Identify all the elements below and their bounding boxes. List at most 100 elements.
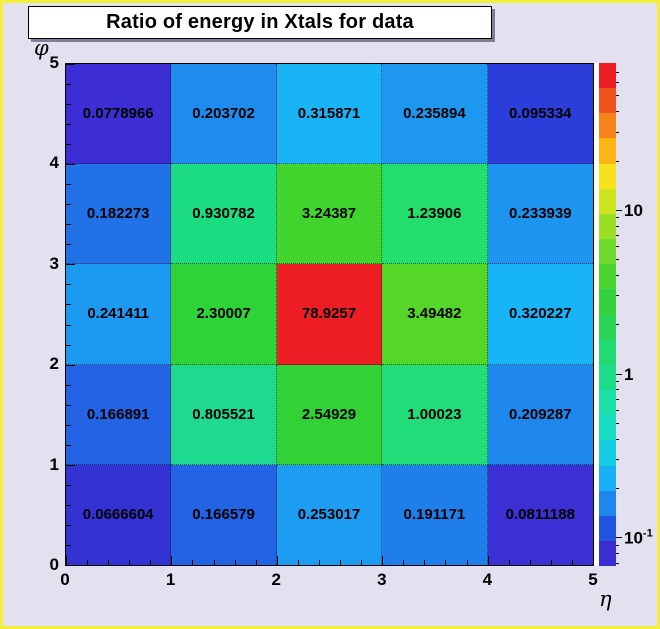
heatmap-cell: 3.49482 bbox=[382, 264, 488, 365]
heatmap-cell: 0.182273 bbox=[66, 164, 172, 265]
colorbar-minor-tick bbox=[616, 389, 619, 391]
y-axis-tick-mark bbox=[66, 264, 75, 266]
x-axis-tick-mark bbox=[403, 560, 405, 565]
colorbar-minor-tick bbox=[616, 544, 619, 546]
heatmap-grid: 0.0778966 0.203702 0.315871 0.235894 0.09533… bbox=[66, 64, 593, 565]
colorbar-band bbox=[599, 163, 616, 189]
colorbar-band bbox=[599, 314, 616, 340]
colorbar-minor-tick bbox=[616, 295, 619, 297]
colorbar-minor-tick bbox=[616, 487, 619, 489]
x-axis-tick-mark bbox=[318, 560, 320, 565]
x-axis-title: η bbox=[599, 587, 612, 611]
y-axis-tick-mark bbox=[66, 565, 75, 566]
colorbar-band bbox=[599, 63, 616, 89]
y-axis-tick-mark bbox=[66, 364, 75, 366]
heatmap-cell: 0.191171 bbox=[382, 464, 488, 565]
x-axis-tick-mark bbox=[424, 560, 426, 565]
x-axis-tick-mark bbox=[150, 560, 152, 565]
heatmap-cell: 0.315871 bbox=[276, 64, 383, 165]
colorbar-minor-tick bbox=[616, 324, 619, 326]
y-axis-tick-mark bbox=[66, 64, 75, 65]
x-axis-tick-label: 5 bbox=[588, 570, 598, 589]
y-axis-tick-mark bbox=[66, 104, 71, 106]
y-axis-tick-mark bbox=[66, 184, 71, 186]
y-axis-tick-mark bbox=[66, 204, 71, 206]
y-axis-tick-label: 2 bbox=[49, 354, 59, 374]
heatmap-cell: 0.166891 bbox=[66, 364, 172, 465]
colorbar-tick-exponent: -1 bbox=[642, 527, 653, 540]
colorbar-tick-label: 1 bbox=[624, 364, 634, 384]
colorbar-minor-tick bbox=[616, 562, 619, 564]
colorbar-minor-tick bbox=[616, 71, 619, 73]
colorbar-band bbox=[599, 465, 616, 491]
colorbar-band bbox=[599, 364, 616, 391]
colorbar-band bbox=[599, 490, 616, 516]
heatmap-cell: 0.235894 bbox=[382, 64, 488, 165]
y-axis-tick-mark bbox=[66, 484, 71, 486]
x-axis-tick-label: 0 bbox=[60, 570, 70, 589]
x-axis-tick-mark bbox=[508, 560, 510, 565]
y-axis-title: φ bbox=[34, 36, 49, 60]
heatmap-cell: 3.24387 bbox=[276, 164, 383, 265]
colorbar-minor-tick bbox=[616, 82, 619, 84]
heatmap-cell: 0.0811188 bbox=[487, 464, 593, 565]
x-axis-tick-mark bbox=[66, 556, 67, 565]
colorbar-minor-tick bbox=[616, 380, 619, 382]
chart-title: Ratio of energy in Xtals for data bbox=[106, 11, 414, 33]
colorbar-band bbox=[599, 540, 616, 567]
x-axis-tick-mark bbox=[340, 560, 342, 565]
x-axis-tick-mark bbox=[593, 556, 594, 565]
colorbar-minor-tick bbox=[616, 438, 619, 440]
colorbar-minor-tick bbox=[616, 111, 619, 113]
x-axis-tick-label: 2 bbox=[271, 570, 281, 589]
colorbar-minor-tick bbox=[616, 95, 619, 97]
heatmap-cell: 0.203702 bbox=[171, 64, 277, 165]
colorbar-minor-tick bbox=[616, 235, 619, 237]
x-axis-tick-mark bbox=[213, 560, 215, 565]
x-axis-tick-mark bbox=[129, 560, 131, 565]
x-axis-tick-mark bbox=[466, 560, 468, 565]
colorbar-tick-mark bbox=[616, 537, 622, 539]
x-axis-tick-mark bbox=[192, 560, 194, 565]
colorbar-minor-tick bbox=[616, 225, 619, 227]
colorbar-minor-tick bbox=[616, 131, 619, 133]
y-axis-tick-mark bbox=[66, 444, 71, 446]
colorbar-minor-tick bbox=[616, 459, 619, 461]
heatmap-cell: 0.209287 bbox=[487, 364, 593, 465]
heatmap-cell: 0.166579 bbox=[171, 464, 277, 565]
y-axis-tick-mark bbox=[66, 164, 75, 166]
x-axis-tick-mark bbox=[171, 556, 173, 565]
x-axis-tick-mark bbox=[87, 560, 89, 565]
heatmap-cell: 0.320227 bbox=[487, 264, 593, 365]
y-axis-tick-mark bbox=[66, 124, 71, 126]
x-axis-tick-label: 3 bbox=[377, 570, 387, 589]
x-axis-tick-mark bbox=[445, 560, 447, 565]
x-axis-tick-label: 4 bbox=[482, 570, 493, 589]
colorbar-minor-tick bbox=[616, 398, 619, 400]
y-axis-tick-label: 5 bbox=[49, 53, 59, 72]
heatmap-cell: 78.9257 bbox=[276, 264, 383, 365]
colorbar-tick-mark bbox=[616, 373, 622, 375]
heatmap-cell: 0.0778966 bbox=[66, 64, 172, 165]
y-axis-tick-mark bbox=[66, 404, 71, 406]
colorbar-minor-tick bbox=[616, 274, 619, 276]
y-axis-tick-mark bbox=[66, 424, 71, 426]
colorbar-tick-label: 10-1 bbox=[624, 527, 653, 548]
colorbar-band bbox=[599, 440, 616, 466]
heatmap-cell: 1.23906 bbox=[382, 164, 488, 265]
x-axis-tick-mark bbox=[276, 556, 278, 565]
y-axis-tick-label: 4 bbox=[49, 153, 59, 173]
heatmap-cell: 1.00023 bbox=[382, 364, 488, 465]
colorbar-tick-label: 10 bbox=[624, 200, 643, 220]
x-axis-tick-mark bbox=[529, 560, 531, 565]
heatmap-cell: 0.095334 bbox=[487, 64, 593, 165]
x-axis-tick-mark bbox=[382, 556, 384, 565]
colorbar-band bbox=[599, 415, 616, 441]
y-axis-tick-mark bbox=[66, 524, 71, 526]
heatmap-cell: 0.930782 bbox=[171, 164, 277, 265]
x-axis-tick-mark bbox=[255, 560, 257, 565]
x-axis-tick-mark bbox=[234, 560, 236, 565]
colorbar-minor-tick bbox=[616, 259, 619, 261]
y-axis-tick-mark bbox=[66, 224, 71, 226]
y-axis-tick-label: 1 bbox=[49, 454, 59, 474]
